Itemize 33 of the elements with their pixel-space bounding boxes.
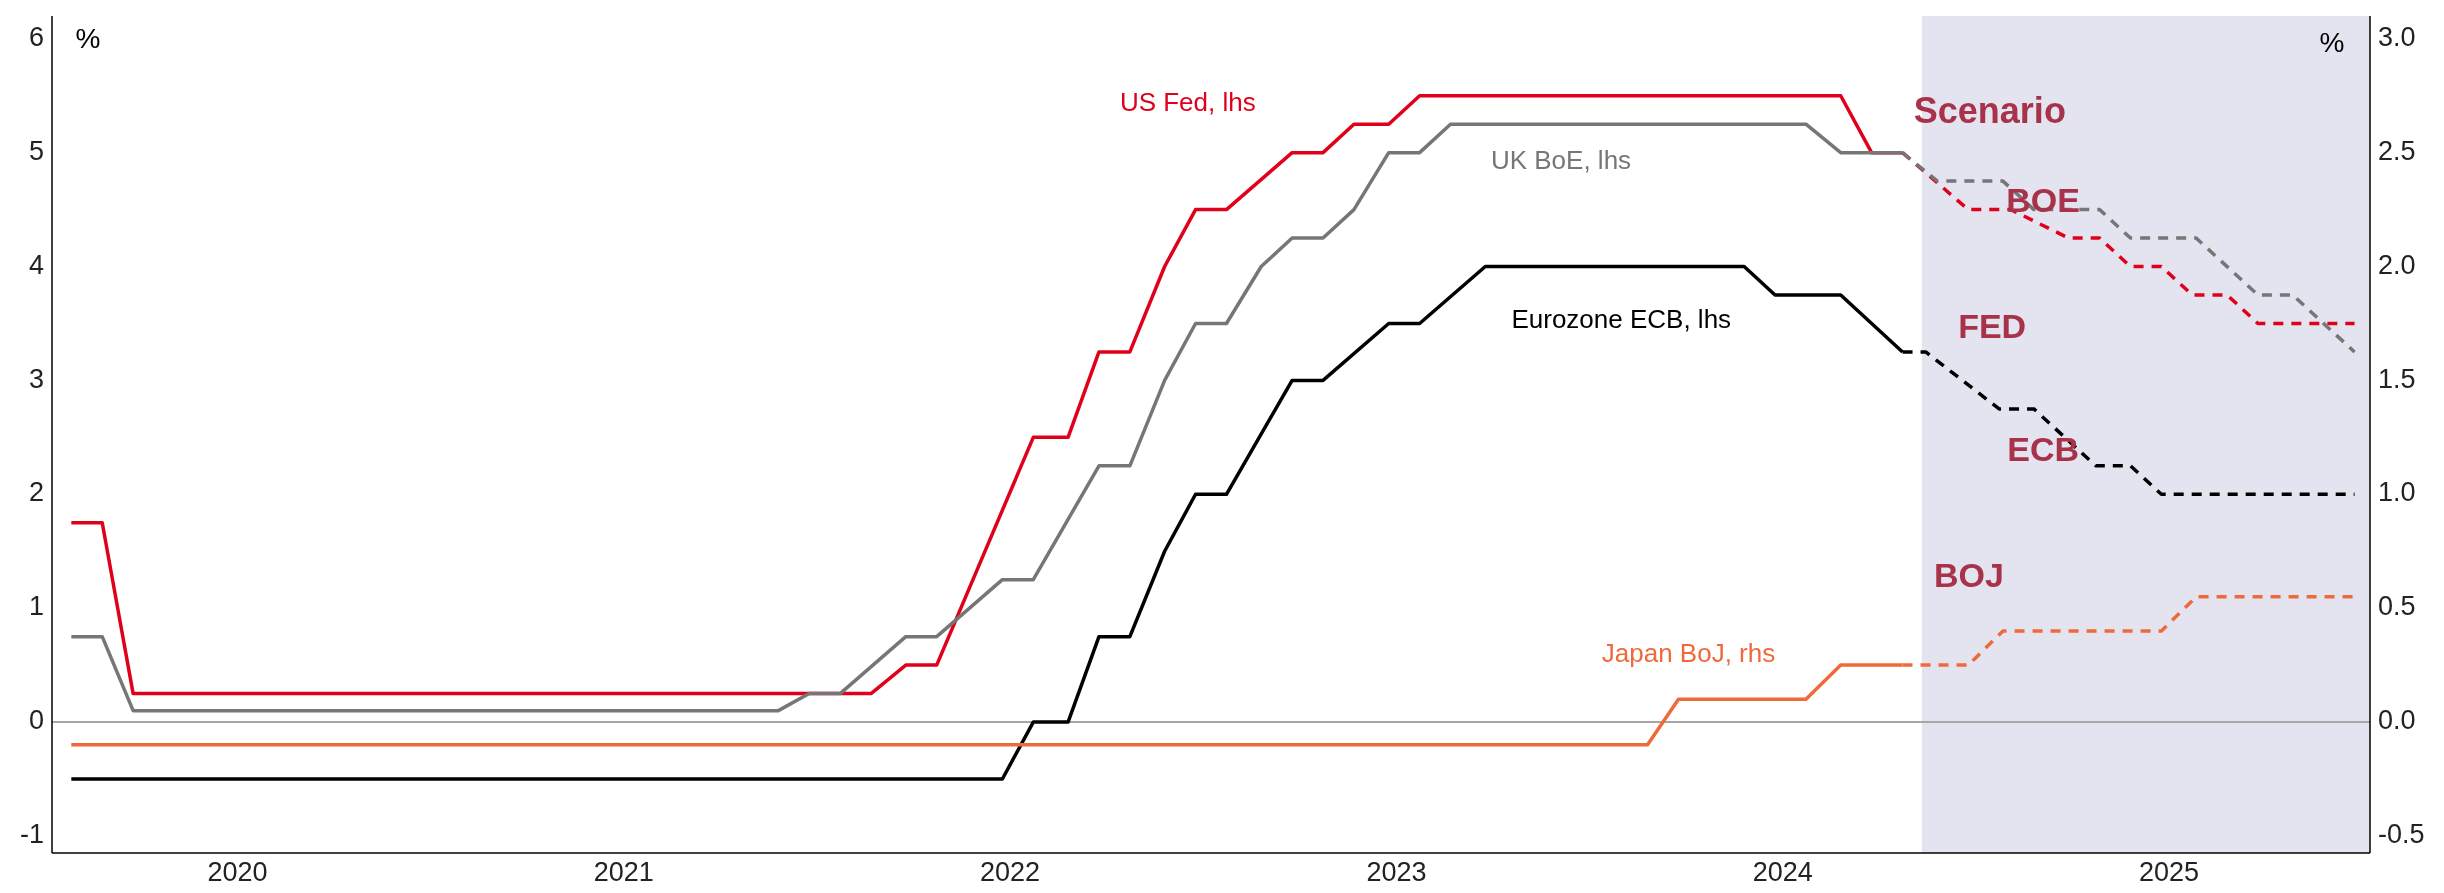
y2-tick-label: 2.0 — [2378, 249, 2416, 280]
y2-tick-label: 1.5 — [2378, 363, 2416, 394]
y-tick-label: 2 — [28, 477, 44, 508]
x-tick-label: 2020 — [207, 857, 268, 887]
y-tick-label: 3 — [28, 363, 44, 394]
y-tick-label: 5 — [28, 135, 44, 166]
y2-tick-label: 0.5 — [2378, 591, 2416, 622]
annotation: Scenario — [1913, 89, 2066, 131]
y-axis-title: % — [75, 23, 101, 54]
x-tick-label: 2023 — [1366, 857, 1427, 887]
y2-tick-label: 0.0 — [2378, 705, 2416, 736]
x-tick-label: 2025 — [2139, 857, 2200, 887]
annotation: BOE — [2006, 180, 2081, 219]
y-tick-label: 4 — [28, 249, 44, 280]
series-label: Eurozone ECB, lhs — [1511, 304, 1732, 335]
y2-tick-label: 3.0 — [2378, 21, 2416, 52]
x-tick-label: 2022 — [980, 857, 1041, 887]
y-tick-label: -1 — [19, 819, 44, 850]
y2-axis-title: % — [2319, 27, 2345, 58]
x-tick-label: 2021 — [593, 857, 654, 887]
series-label: Japan BoJ, rhs — [1601, 638, 1776, 669]
x-tick-label: 2024 — [1752, 857, 1813, 887]
y2-tick-label: 1.0 — [2378, 477, 2416, 508]
annotation: BOJ — [1934, 556, 2004, 595]
series-label: UK BoE, lhs — [1490, 145, 1632, 176]
y-tick-label: 0 — [28, 705, 44, 736]
y-tick-label: 6 — [28, 21, 44, 52]
y2-tick-label: 2.5 — [2378, 135, 2416, 166]
series-label: US Fed, lhs — [1119, 86, 1256, 117]
y-tick-label: 1 — [28, 591, 44, 622]
y2-tick-label: -0.5 — [2378, 819, 2425, 850]
annotation: FED — [1958, 307, 2027, 346]
annotation: ECB — [2007, 430, 2080, 469]
